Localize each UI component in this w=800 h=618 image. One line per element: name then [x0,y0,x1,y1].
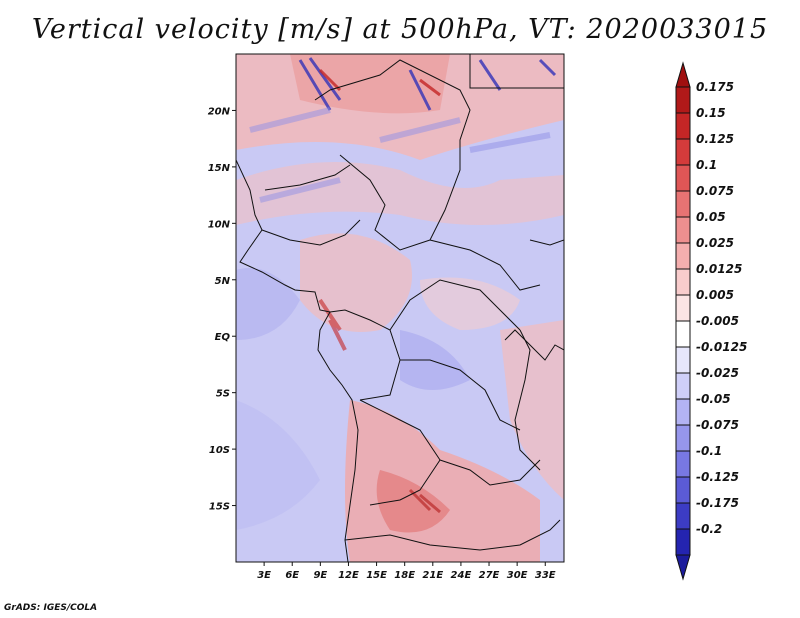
colorbar-swatch [675,346,691,374]
colorbar-label: 0.15 [696,106,726,120]
colorbar-swatch [675,450,691,478]
colorbar-label: 0.075 [696,184,734,198]
colorbar-swatch [675,242,691,270]
colorbar-swatch [675,216,691,244]
map-title: Vertical velocity [m/s] at 500hPa, VT: 2… [31,14,769,45]
lon-tick-label: 27E [479,570,500,581]
colorbar-label: -0.025 [696,366,739,380]
colorbar-label: -0.2 [696,522,722,536]
colorbar-swatch [675,476,691,504]
colorbar-swatch [675,398,691,426]
colorbar: 0.175 0.15 0.125 0.1 0.075 0.05 0.025 0.0125 0.0… [675,61,747,581]
lon-tick-label: 21E [422,570,443,581]
colorbar-swatch [675,320,691,348]
colorbar-label: 0.05 [696,210,726,224]
lon-tick-label: 3E [257,570,271,581]
colorbar-label: -0.075 [696,418,739,432]
colorbar-label: 0.1 [696,158,717,172]
colorbar-label: -0.0125 [696,340,747,354]
colorbar-top-cap [675,61,691,88]
colorbar-swatch [675,424,691,452]
lon-tick-label: 9E [313,570,327,581]
colorbar-label: -0.05 [696,392,731,406]
colorbar-swatch [675,294,691,322]
colorbar-swatch [675,164,691,192]
latitude-axis: 20N 15N 10N 5N EQ 5S 10S 15S [208,106,236,513]
lat-tick-label: 5N [215,276,231,287]
lat-tick-label: 15N [208,163,231,174]
colorbar-swatch [675,190,691,218]
colorbar-swatch [675,268,691,296]
colorbar-label: -0.175 [696,496,739,510]
lat-tick-label: 5S [216,389,230,400]
lat-tick-label: 15S [209,502,230,513]
colorbar-label: 0.025 [696,236,734,250]
lat-tick-label: EQ [215,332,231,343]
colorbar-label: 0.0125 [696,262,742,276]
lon-tick-label: 15E [366,570,387,581]
longitude-axis: 3E 6E 9E 12E 15E 18E 21E 24E 27E 30E 33E [257,562,556,581]
lon-tick-label: 12E [338,570,359,581]
colorbar-swatch [675,138,691,166]
vertical-velocity-field [236,54,564,562]
lon-tick-label: 24E [451,570,472,581]
colorbar-swatch [675,86,691,114]
colorbar-label: -0.005 [696,314,739,328]
colorbar-label: 0.125 [696,132,734,146]
colorbar-swatch [675,372,691,400]
colorbar-label: -0.125 [696,470,739,484]
colorbar-label: -0.1 [696,444,722,458]
colorbar-swatch [675,112,691,140]
colorbar-label: 0.005 [696,288,734,302]
colorbar-label: 0.175 [696,80,734,94]
map-frame [235,53,565,563]
lat-tick-label: 10S [209,445,230,456]
colorbar-swatch [675,502,691,530]
lat-tick-label: 20N [208,106,231,117]
lon-tick-label: 33E [535,570,556,581]
grads-credit: GrADS: IGES/COLA [4,603,98,613]
coastlines-and-borders [236,54,564,562]
colorbar-swatch [675,528,691,556]
colorbar-bottom-cap [675,554,691,581]
lat-tick-label: 10N [208,219,231,230]
lon-tick-label: 18E [394,570,415,581]
lon-tick-label: 6E [285,570,299,581]
lon-tick-label: 30E [507,570,528,581]
